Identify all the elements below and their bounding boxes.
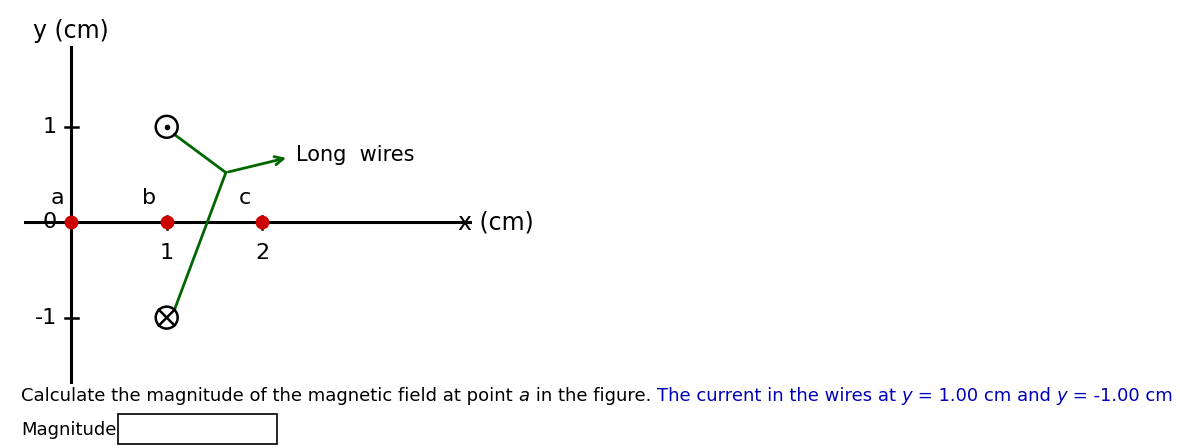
Text: The current in the wires at: The current in the wires at — [657, 388, 902, 405]
Text: in the figure.: in the figure. — [530, 388, 657, 405]
Text: y (cm): y (cm) — [33, 19, 110, 43]
Text: 2: 2 — [255, 243, 269, 263]
Text: a: a — [51, 188, 64, 208]
Text: 0: 0 — [42, 212, 57, 232]
Text: = 1.00 cm and: = 1.00 cm and — [912, 388, 1057, 405]
Text: = -1.00 cm is 11.0 A.: = -1.00 cm is 11.0 A. — [1068, 388, 1180, 405]
Text: 1: 1 — [42, 117, 57, 137]
Text: Magnitude:: Magnitude: — [21, 421, 123, 439]
Text: y: y — [902, 388, 912, 405]
Text: Calculate the magnitude of the magnetic field at point: Calculate the magnitude of the magnetic … — [21, 388, 519, 405]
Text: -1: -1 — [34, 308, 57, 327]
FancyBboxPatch shape — [118, 414, 277, 444]
Text: x (cm): x (cm) — [458, 210, 533, 234]
Text: a: a — [519, 388, 530, 405]
Text: 1: 1 — [159, 243, 173, 263]
Text: b: b — [143, 188, 157, 208]
Text: c: c — [238, 188, 251, 208]
Text: y: y — [1057, 388, 1068, 405]
Text: Long  wires: Long wires — [295, 146, 414, 165]
